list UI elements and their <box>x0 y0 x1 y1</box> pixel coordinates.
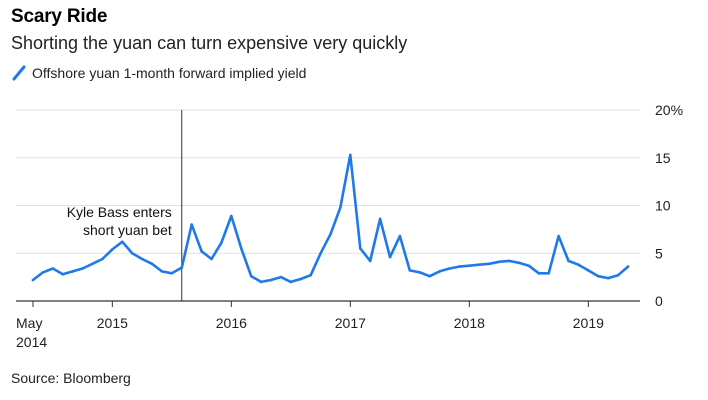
annotation-layer: Kyle Bass enters short yuan bet <box>67 110 183 301</box>
x-tick-label: 2019 <box>573 315 604 331</box>
data-point <box>418 271 422 274</box>
data-point <box>319 252 322 255</box>
data-point <box>398 234 402 238</box>
data-point <box>61 273 65 276</box>
data-point <box>279 275 283 279</box>
data-point <box>190 223 193 226</box>
data-point <box>606 276 610 280</box>
data-point <box>240 247 243 250</box>
data-point <box>527 264 531 268</box>
data-point <box>497 260 501 264</box>
grid-lines <box>16 109 640 302</box>
data-point <box>468 264 471 268</box>
data-point <box>388 255 392 259</box>
data-point <box>200 250 203 253</box>
data-point <box>547 272 550 275</box>
x-tick-label: 2017 <box>335 315 366 331</box>
data-point <box>597 274 600 278</box>
chart-title: Scary Ride <box>11 6 108 27</box>
annotation-label: Kyle Bass enters <box>67 204 172 220</box>
y-tick-label: 20% <box>655 102 683 118</box>
data-point <box>339 206 342 209</box>
data-point <box>487 262 491 266</box>
data-point <box>249 274 253 278</box>
legend: Offshore yuan 1-month forward implied yi… <box>11 65 306 81</box>
data-point <box>220 241 223 244</box>
x-tick-label: May <box>16 315 42 331</box>
data-point <box>91 262 94 266</box>
data-point <box>289 280 293 284</box>
legend-swatch-icon <box>12 65 26 81</box>
data-point <box>71 270 74 273</box>
annotation-label: short yuan bet <box>83 222 172 238</box>
y-tick-label: 0 <box>655 293 663 309</box>
data-point <box>150 262 154 266</box>
y-tick-label: 10 <box>655 198 671 214</box>
data-point <box>230 214 233 218</box>
x-axis: May 2014 2015 2016 2017 2018 2019 <box>16 301 604 350</box>
data-point <box>210 257 213 261</box>
data-point <box>438 270 441 273</box>
data-point <box>309 273 313 277</box>
series-layer <box>31 153 630 284</box>
data-point <box>448 267 451 270</box>
data-point <box>81 267 84 270</box>
y-tick-label: 15 <box>655 150 671 166</box>
x-tick-label: 2014 <box>16 334 47 350</box>
data-point <box>428 274 432 278</box>
data-point <box>626 265 630 268</box>
chart-subtitle: Shorting the yuan can turn expensive ver… <box>11 33 408 53</box>
data-point <box>41 271 45 274</box>
data-point <box>517 261 521 265</box>
data-point <box>408 269 412 272</box>
data-point <box>349 153 352 157</box>
legend-label: Offshore yuan 1-month forward implied yi… <box>32 65 307 81</box>
data-point <box>507 259 511 263</box>
data-point <box>587 269 590 272</box>
data-point <box>299 277 303 281</box>
data-point <box>259 280 263 284</box>
data-point <box>51 267 55 270</box>
data-point <box>458 265 461 268</box>
y-tick-label: 5 <box>655 245 663 261</box>
data-point <box>378 217 382 221</box>
data-point <box>269 278 273 282</box>
data-point <box>557 234 560 238</box>
data-point <box>537 272 541 275</box>
data-point <box>368 259 372 263</box>
data-point <box>478 263 481 267</box>
x-tick-label: 2016 <box>216 315 247 331</box>
data-point <box>130 252 134 255</box>
x-tick-label: 2015 <box>97 315 128 331</box>
data-point <box>170 272 174 275</box>
data-point <box>111 248 114 251</box>
data-point <box>616 273 620 277</box>
data-point <box>577 263 580 267</box>
data-point <box>121 240 124 244</box>
data-point <box>329 232 332 236</box>
data-point <box>160 270 164 273</box>
data-point <box>359 247 362 250</box>
x-tick-label: 2018 <box>454 315 485 331</box>
data-point <box>101 257 104 261</box>
data-point <box>31 278 35 282</box>
data-point <box>180 266 184 269</box>
y-axis: 0 5 10 15 20% <box>655 102 683 309</box>
data-point <box>140 257 144 261</box>
source-note: Source: Bloomberg <box>11 370 131 386</box>
data-point <box>567 259 570 263</box>
